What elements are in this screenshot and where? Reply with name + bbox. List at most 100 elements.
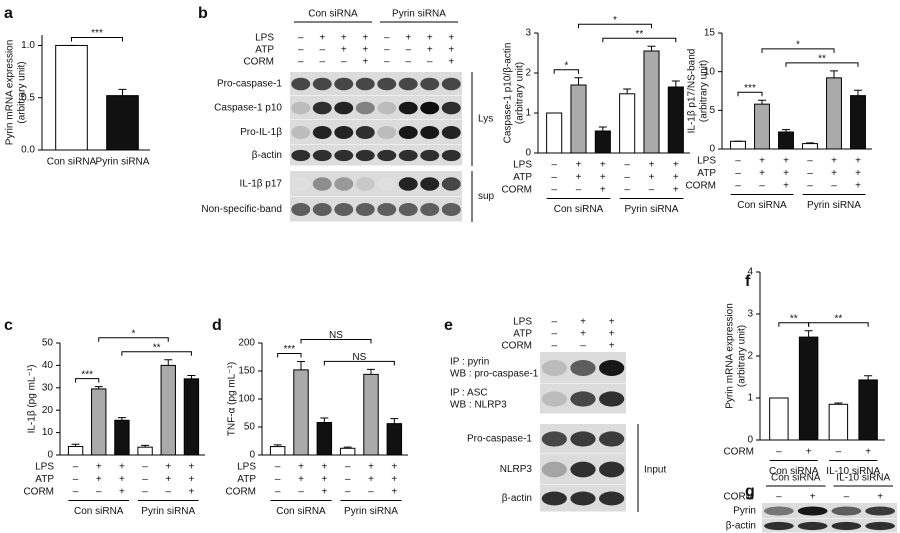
band — [599, 359, 625, 377]
treatment-mark: – — [552, 341, 558, 352]
group-label: Con siRNA — [737, 200, 787, 211]
band-label: Caspase-1 p10 — [214, 103, 282, 114]
band — [312, 149, 332, 162]
bracket — [553, 69, 579, 74]
treatment-label: CORM — [23, 487, 54, 498]
treatment-mark: – — [384, 33, 390, 44]
treatment-mark: – — [776, 447, 782, 458]
treatment-mark: – — [624, 160, 630, 171]
treatment-mark: – — [345, 474, 351, 485]
error-bar — [864, 375, 873, 380]
treatment-label: CORM — [243, 57, 274, 68]
treatment-mark: – — [142, 474, 148, 485]
band-label: β-actin — [252, 150, 282, 161]
band — [312, 126, 332, 139]
band — [797, 521, 828, 531]
treatment-mark: + — [119, 462, 125, 473]
treatment-mark: + — [362, 57, 368, 68]
treatment-mark: – — [96, 487, 102, 498]
treatment-mark: – — [831, 181, 837, 192]
bracket — [578, 23, 652, 29]
treatment-mark: – — [142, 487, 148, 498]
treatment-mark: – — [624, 172, 630, 183]
y-tick-label: 200 — [238, 338, 255, 349]
bracket — [785, 62, 859, 67]
band — [764, 521, 794, 531]
treatment-mark: – — [735, 156, 741, 167]
bar — [339, 447, 356, 456]
treatment-label: LPS — [513, 160, 532, 171]
y-tick-label: 10 — [704, 66, 716, 77]
y-tick-label: 0 — [249, 450, 255, 461]
y-axis-label: (arbitrary unit) — [515, 62, 526, 124]
band — [441, 77, 461, 91]
band — [420, 126, 440, 139]
band-label: β-actin — [726, 521, 756, 532]
treatment-mark: – — [345, 487, 351, 498]
group-label: Pyrin siRNA — [344, 506, 398, 517]
treatment-label: ATP — [697, 168, 716, 179]
bar — [67, 445, 84, 456]
y-tick-label: 15 — [704, 28, 716, 39]
treatment-mark: + — [855, 156, 861, 167]
treatment-label: ATP — [237, 474, 256, 485]
y-axis-label: IL-1β p17/NS-band — [687, 49, 698, 134]
band — [541, 359, 567, 377]
treatment-mark: – — [624, 185, 630, 196]
treatment-mark: – — [275, 462, 281, 473]
treatment-label: ATP — [513, 172, 532, 183]
y-tick-label: 5 — [709, 105, 715, 116]
treatment-mark: + — [576, 160, 582, 171]
error-bar — [118, 88, 127, 96]
treatment-label: CORM — [501, 185, 532, 196]
ip-label: IP : ASC — [450, 388, 488, 399]
y-tick-label: 0.0 — [21, 145, 35, 156]
band — [441, 203, 461, 216]
error-bar — [758, 99, 766, 105]
band — [541, 461, 567, 478]
band — [355, 77, 375, 91]
treatment-mark: – — [73, 462, 79, 473]
group-label: Con siRNA — [308, 9, 358, 20]
band — [291, 101, 311, 115]
band — [420, 149, 440, 162]
band — [797, 506, 828, 516]
treatment-mark: + — [321, 487, 327, 498]
significance: *** — [744, 83, 756, 94]
bar — [798, 336, 819, 441]
band — [334, 77, 354, 91]
treatment-mark: – — [551, 185, 557, 196]
treatment-mark: + — [165, 462, 171, 473]
y-tick-label: 1 — [525, 108, 531, 119]
group-label: Con siRNA — [276, 506, 326, 517]
band — [334, 126, 354, 139]
panel-label: d — [212, 317, 222, 334]
treatment-mark: – — [73, 487, 79, 498]
bar — [183, 378, 200, 456]
bar — [850, 95, 866, 150]
group-label: Pyrin siRNA — [392, 9, 446, 20]
significance: * — [613, 15, 617, 26]
ip-label: IP : pyrin — [450, 357, 489, 368]
band — [541, 491, 567, 506]
band-label: Pro-IL-1β — [240, 127, 282, 138]
treatment-mark: – — [405, 57, 411, 68]
treatment-label: ATP — [35, 474, 54, 485]
bar — [730, 140, 746, 150]
treatment-mark: + — [298, 474, 304, 485]
y-tick-label: 30 — [42, 382, 54, 393]
band — [355, 126, 375, 139]
y-tick-label: 2 — [747, 351, 753, 362]
treatment-label: LPS — [255, 33, 274, 44]
bar — [91, 388, 107, 456]
significance: ** — [790, 313, 798, 324]
treatment-mark: + — [855, 181, 861, 192]
treatment-mark: + — [391, 474, 397, 485]
treatment-mark: + — [448, 45, 454, 56]
treatment-mark: – — [551, 172, 557, 183]
treatment-mark: + — [810, 492, 816, 503]
band-label: Pro-caspase-1 — [467, 434, 532, 445]
bracket — [808, 322, 869, 327]
significance: * — [564, 60, 568, 71]
treatment-mark: + — [609, 341, 615, 352]
